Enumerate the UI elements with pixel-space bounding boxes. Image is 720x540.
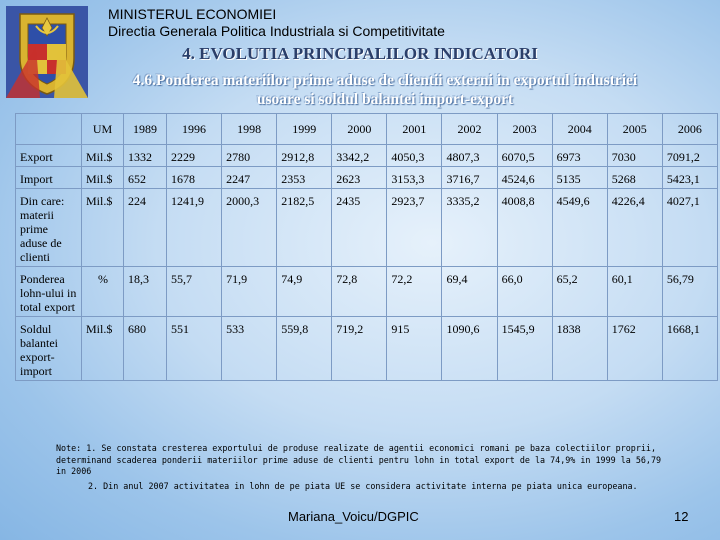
- column-header: UM: [81, 113, 124, 145]
- unit-cell: Mil.$: [81, 166, 124, 189]
- value-cell: 3716,7: [441, 166, 498, 189]
- value-cell: 551: [165, 316, 223, 381]
- column-header: 2001: [386, 113, 443, 145]
- footer-author: Mariana_Voicu/DGPIC: [288, 509, 419, 524]
- unit-cell: %: [81, 266, 124, 317]
- column-header: 1996: [165, 113, 223, 145]
- value-cell: 2923,7: [386, 188, 443, 267]
- unit-cell: Mil.$: [81, 316, 124, 381]
- value-cell: 533: [221, 316, 278, 381]
- value-cell: 2353: [276, 166, 333, 189]
- table-row: Import Mil.$ 652 1678 2247 2353 2623 3153,3 3716…: [15, 166, 719, 189]
- value-cell: 2229: [165, 144, 223, 167]
- column-header: 1998: [221, 113, 278, 145]
- value-cell: 71,9: [221, 266, 278, 317]
- value-cell: 680: [123, 316, 167, 381]
- value-cell: 2912,8: [276, 144, 333, 167]
- value-cell: 2780: [221, 144, 278, 167]
- unit-cell: Mil.$: [81, 144, 124, 167]
- directorate-name: Directia Generala Politica Industriala s…: [108, 23, 445, 39]
- column-header: 1999: [276, 113, 333, 145]
- value-cell: 2623: [331, 166, 388, 189]
- note-1: Note: 1. Se constata cresterea exportulu…: [56, 443, 662, 476]
- value-cell: 72,2: [386, 266, 443, 317]
- unit-cell: Mil.$: [81, 188, 124, 267]
- row-label: Export: [15, 144, 82, 167]
- value-cell: 3335,2: [441, 188, 498, 267]
- value-cell: 2435: [331, 188, 388, 267]
- column-header: 2003: [496, 113, 553, 145]
- table-row: Export Mil.$ 1332 2229 2780 2912,8 3342,2 4050,…: [15, 144, 719, 167]
- value-cell: 5268: [606, 166, 663, 189]
- value-cell: 4050,3: [386, 144, 443, 167]
- column-header: 2000: [331, 113, 388, 145]
- note-block: Note: 1. Se constata cresterea exportulu…: [56, 443, 666, 492]
- value-cell: 1545,9: [496, 316, 553, 381]
- value-cell: 55,7: [165, 266, 223, 317]
- value-cell: 60,1: [606, 266, 663, 317]
- value-cell: 4226,4: [606, 188, 663, 267]
- column-header: 2004: [551, 113, 608, 145]
- value-cell: 1678: [165, 166, 223, 189]
- value-cell: 65,2: [551, 266, 608, 317]
- column-header: 2005: [606, 113, 663, 145]
- value-cell: 72,8: [331, 266, 388, 317]
- page-title: 4. EVOLUTIA PRINCIPALILOR INDICATORI: [182, 44, 538, 63]
- value-cell: 4027,1: [661, 188, 719, 267]
- row-label: Soldul balantei export-import: [15, 316, 82, 381]
- value-cell: 1762: [606, 316, 663, 381]
- value-cell: 6070,5: [496, 144, 553, 167]
- column-header: 2006: [661, 113, 719, 145]
- value-cell: 4549,6: [551, 188, 608, 267]
- value-cell: 652: [123, 166, 167, 189]
- subtitle-line-2: usoare si soldul balantei import-export: [256, 91, 514, 108]
- value-cell: 69,4: [441, 266, 498, 317]
- table-header-row: UM 1989 1996 1998 1999 2000 2001 2002 2003 2004 20…: [15, 113, 719, 145]
- value-cell: 1668,1: [661, 316, 719, 381]
- value-cell: 3153,3: [386, 166, 443, 189]
- row-label: Din care: materii prime aduse de clienti: [15, 188, 82, 267]
- value-cell: 1838: [551, 316, 608, 381]
- value-cell: 7091,2: [661, 144, 719, 167]
- page-number: 12: [674, 509, 689, 524]
- value-cell: 559,8: [276, 316, 333, 381]
- value-cell: 719,2: [331, 316, 388, 381]
- value-cell: 5423,1: [661, 166, 719, 189]
- value-cell: 66,0: [496, 266, 553, 317]
- value-cell: 3342,2: [331, 144, 388, 167]
- value-cell: 6973: [551, 144, 608, 167]
- value-cell: 4807,3: [441, 144, 498, 167]
- ministry-header: MINISTERUL ECONOMIEI Directia Generala P…: [108, 6, 445, 40]
- value-cell: 4008,8: [496, 188, 553, 267]
- note-2: 2. Din anul 2007 activitatea in lohn de …: [88, 480, 638, 491]
- row-label: Import: [15, 166, 82, 189]
- coat-of-arms-icon: [6, 6, 88, 98]
- value-cell: 1332: [123, 144, 167, 167]
- value-cell: 2247: [221, 166, 278, 189]
- column-header: 1989: [123, 113, 167, 145]
- table-row: Ponderea lohn-ului in total export% 18,3 5…: [15, 266, 719, 317]
- value-cell: 56,79: [661, 266, 719, 317]
- value-cell: 18,3: [123, 266, 167, 317]
- value-cell: 74,9: [276, 266, 333, 317]
- value-cell: 7030: [606, 144, 663, 167]
- value-cell: 1090,6: [441, 316, 498, 381]
- value-cell: 5135: [551, 166, 608, 189]
- column-header: 2002: [441, 113, 498, 145]
- value-cell: 1241,9: [165, 188, 223, 267]
- value-cell: 224: [123, 188, 167, 267]
- value-cell: 2000,3: [221, 188, 278, 267]
- value-cell: 4524,6: [496, 166, 553, 189]
- ministry-name: MINISTERUL ECONOMIEI: [108, 6, 277, 22]
- indicators-table: UM 1989 1996 1998 1999 2000 2001 2002 2003 2004 20…: [15, 113, 719, 381]
- row-label: Ponderea lohn-ului in total export: [15, 266, 82, 317]
- page-subtitle: 4.6.Ponderea materiilor prime aduse de c…: [0, 71, 720, 109]
- subtitle-line-1: 4.6.Ponderea materiilor prime aduse de c…: [132, 72, 638, 89]
- table-row: Soldul balantei export-import Mil.$ 680 551…: [15, 316, 719, 381]
- table-row: Din care: materii prime aduse de clienti…: [15, 188, 719, 267]
- value-cell: 2182,5: [276, 188, 333, 267]
- empty-header-cell: [15, 113, 82, 145]
- value-cell: 915: [386, 316, 443, 381]
